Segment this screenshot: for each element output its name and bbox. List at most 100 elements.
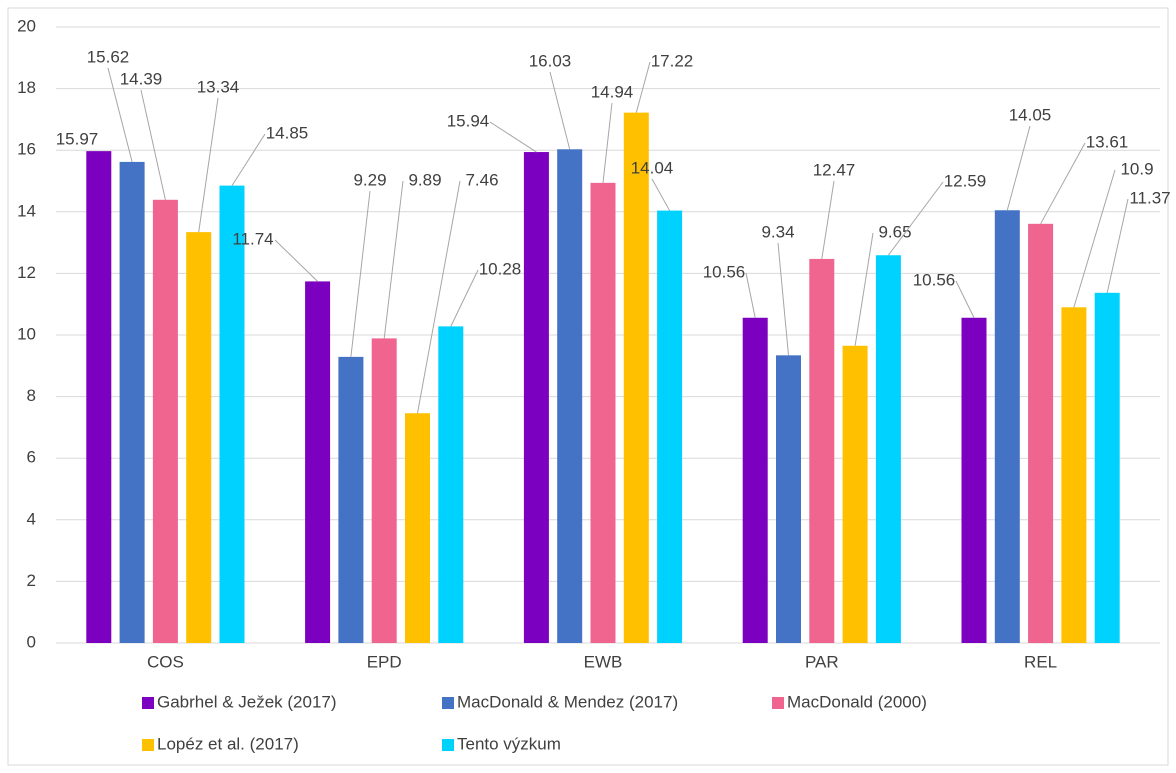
- data-label: 10.56: [913, 270, 956, 289]
- bar: [1061, 307, 1087, 643]
- bar: [776, 355, 801, 643]
- bar: [1094, 292, 1120, 643]
- data-label: 15.62: [87, 47, 130, 66]
- data-label: 14.05: [1009, 105, 1052, 124]
- leader-line: [1106, 198, 1129, 293]
- data-label: 9.34: [761, 222, 794, 241]
- y-tick-label: 14: [17, 201, 36, 220]
- data-label: 7.46: [465, 170, 498, 189]
- legend-label: MacDonald (2000): [787, 692, 927, 711]
- bar: [623, 112, 649, 643]
- data-label: 12.47: [813, 160, 856, 179]
- data-label: 10.9: [1120, 159, 1153, 178]
- leader-line: [887, 181, 944, 256]
- bar: [557, 149, 583, 643]
- data-label: 15.97: [56, 129, 99, 148]
- bar: [152, 199, 178, 643]
- legend-swatch: [772, 697, 784, 709]
- legend-label: Tento výzkum: [457, 734, 561, 753]
- y-tick-label: 0: [27, 632, 36, 651]
- legend-swatch: [442, 739, 454, 751]
- chart-border: [7, 7, 1169, 766]
- y-tick-label: 12: [17, 263, 36, 282]
- y-tick-label: 16: [17, 140, 36, 159]
- leader-line: [231, 133, 266, 186]
- bar: [86, 151, 112, 643]
- bar: [371, 338, 397, 643]
- legend-swatch: [442, 697, 454, 709]
- leader-line: [274, 239, 318, 282]
- leader-line: [450, 269, 479, 327]
- bar: [657, 210, 683, 643]
- data-label: 9.29: [353, 170, 386, 189]
- leader-line: [107, 67, 133, 163]
- leader-line: [549, 71, 571, 150]
- bar: [405, 413, 430, 643]
- bar: [186, 232, 212, 644]
- y-tick-label: 20: [17, 16, 36, 35]
- bar: [438, 326, 464, 643]
- data-label: 10.56: [703, 262, 746, 281]
- leader-line: [140, 89, 166, 200]
- data-label: 14.04: [631, 158, 674, 177]
- x-tick-label: REL: [1024, 652, 1057, 671]
- legend-label: MacDonald & Mendez (2017): [457, 692, 678, 711]
- bar: [590, 182, 616, 643]
- leader-line: [1073, 169, 1116, 308]
- bar: [994, 210, 1020, 643]
- leader-line: [854, 232, 874, 346]
- legend-label: Gabrhel & Ježek (2017): [157, 692, 337, 711]
- data-label: 10.28: [479, 259, 522, 278]
- bar: [875, 255, 901, 643]
- leader-line: [383, 180, 404, 339]
- bar: [338, 356, 364, 643]
- leader-line: [955, 280, 975, 318]
- bar: [219, 185, 245, 643]
- data-label: 9.65: [878, 222, 911, 241]
- leader-line: [350, 190, 371, 357]
- leader-line: [1006, 125, 1031, 211]
- data-label: 12.59: [944, 171, 987, 190]
- legend-label: Lopéz et al. (2017): [157, 734, 299, 753]
- legend-swatch: [142, 697, 154, 709]
- y-tick-label: 2: [27, 571, 36, 590]
- data-label: 14.85: [266, 123, 309, 142]
- bar: [809, 258, 835, 643]
- bar: [119, 161, 145, 644]
- x-tick-label: COS: [147, 652, 184, 671]
- leader-line: [198, 97, 219, 233]
- data-label: 14.94: [591, 82, 634, 101]
- bar: [1028, 223, 1054, 643]
- bar: [305, 281, 331, 643]
- y-tick-label: 8: [27, 386, 36, 405]
- legend-swatch: [142, 739, 154, 751]
- leader-line: [651, 178, 671, 211]
- leader-line: [777, 242, 789, 356]
- leader-line: [821, 180, 835, 260]
- leader-line: [745, 272, 756, 318]
- y-tick-label: 6: [27, 448, 36, 467]
- y-tick-label: 4: [27, 509, 36, 528]
- data-label: 11.37: [1129, 188, 1170, 207]
- leader-line: [635, 61, 651, 113]
- data-label: 15.94: [447, 111, 490, 130]
- bar: [842, 345, 868, 643]
- leader-line: [417, 180, 461, 414]
- y-tick-label: 18: [17, 78, 36, 97]
- data-label: 16.03: [529, 51, 572, 70]
- data-label: 13.61: [1086, 132, 1129, 151]
- x-tick-label: EWB: [584, 652, 623, 671]
- bar: [523, 152, 549, 643]
- leader-line: [602, 102, 613, 183]
- data-label: 14.39: [120, 69, 163, 88]
- x-tick-label: EPD: [367, 652, 402, 671]
- data-label: 11.74: [232, 229, 273, 248]
- y-tick-label: 10: [17, 324, 36, 343]
- data-label: 17.22: [651, 51, 694, 70]
- x-tick-label: PAR: [805, 652, 839, 671]
- bar: [961, 317, 987, 643]
- data-label: 9.89: [408, 170, 441, 189]
- leader-line: [1040, 142, 1086, 225]
- data-label: 13.34: [197, 77, 240, 96]
